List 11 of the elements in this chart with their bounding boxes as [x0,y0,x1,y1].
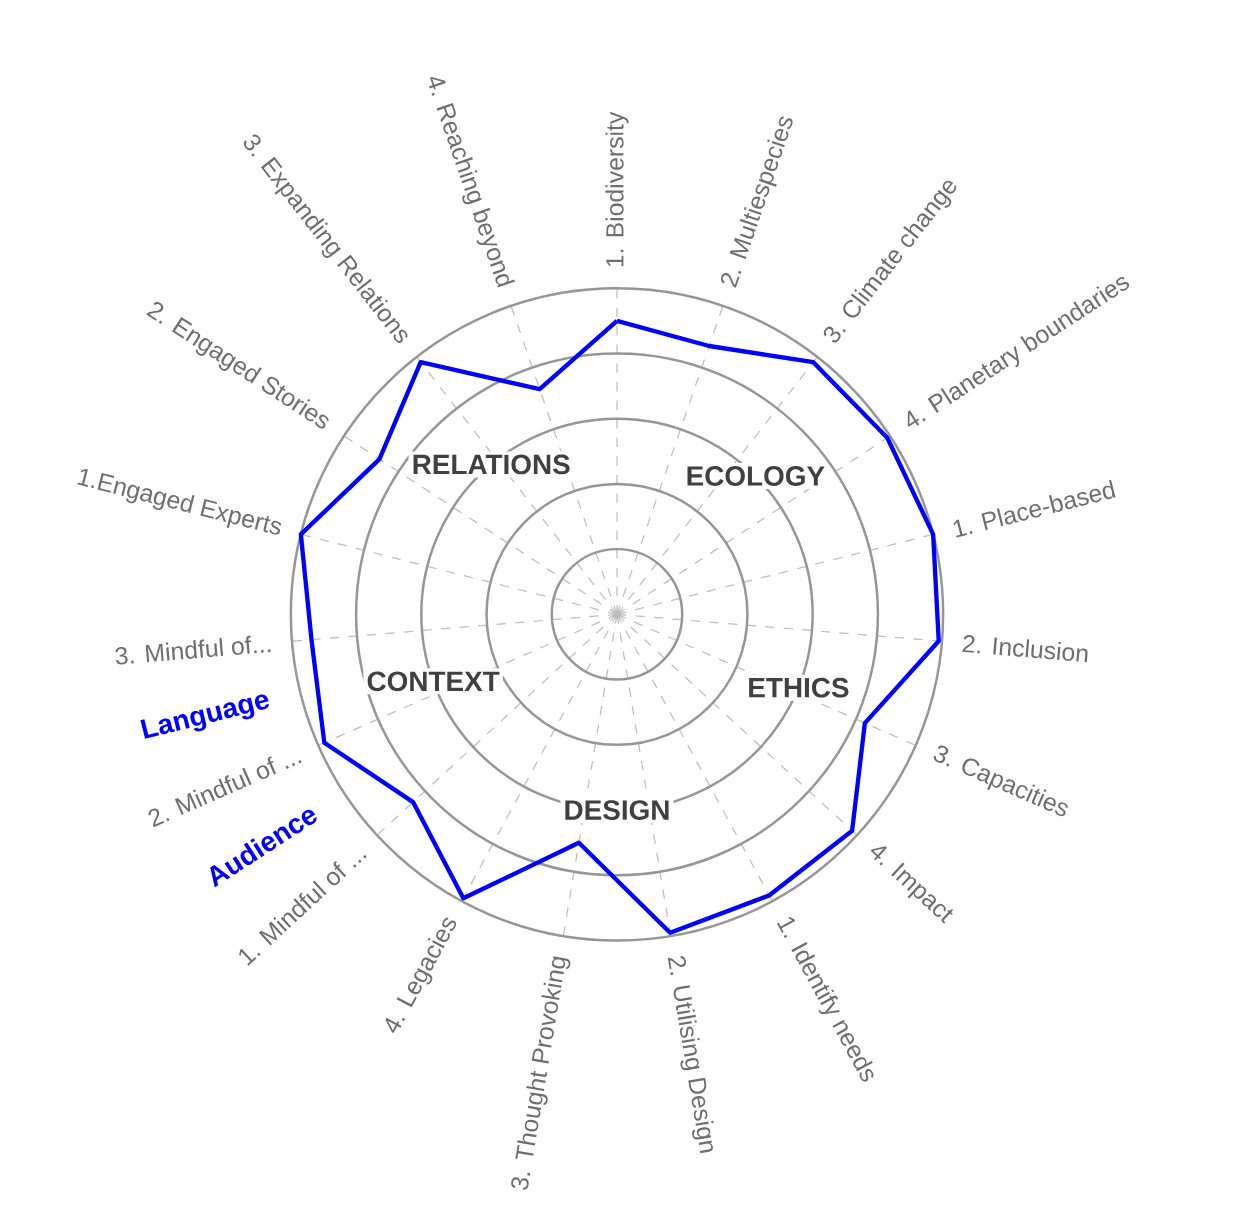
text: RELATIONS [413,454,570,475]
spoke-label: 2. Inclusion [962,635,1088,663]
text: ECOLOGY [687,466,825,487]
text: ETHICS [749,677,849,698]
spoke-label: 3. Thought Provoking [511,956,571,1190]
text: CONTEXT [367,671,500,692]
spoke-label: 1. Biodiversity [605,111,629,267]
text: Language [140,694,270,739]
text: DESIGN [565,800,669,821]
spoke-label: 3. Mindful of... [115,635,271,665]
spoke-label: 2. Utilising Design [667,956,714,1154]
